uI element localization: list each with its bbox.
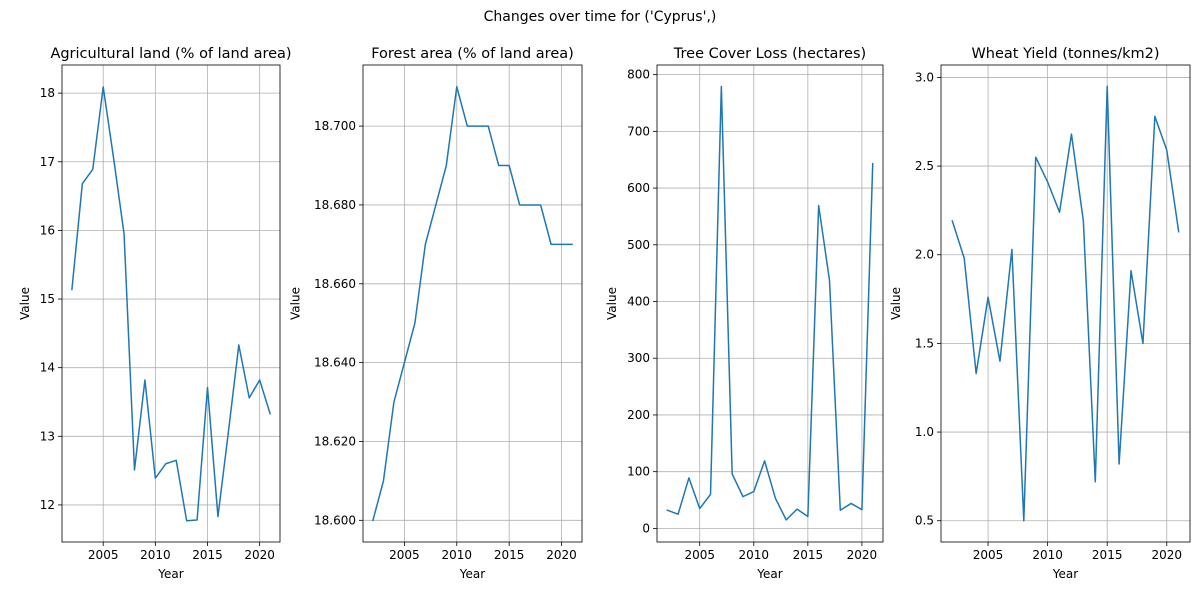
x-axis-label: Year — [1052, 567, 1078, 581]
y-tick-label: 18.640 — [314, 356, 356, 370]
x-tick-label: 2015 — [192, 548, 223, 562]
y-tick-label: 15 — [40, 292, 55, 306]
y-tick-label: 14 — [40, 361, 55, 375]
y-tick-label: 2.5 — [915, 159, 934, 173]
y-tick-label: 700 — [627, 124, 650, 138]
y-tick-label: 1.5 — [915, 336, 934, 350]
y-tick-label: 18.680 — [314, 198, 356, 212]
x-axis-label: Year — [459, 567, 485, 581]
y-tick-label: 12 — [40, 498, 55, 512]
plot-frame — [940, 64, 1191, 543]
y-tick-label: 500 — [627, 238, 650, 252]
y-tick-label: 800 — [627, 68, 650, 82]
x-axis-label: Year — [756, 567, 782, 581]
x-tick-label: 2005 — [389, 548, 420, 562]
series-line — [372, 85, 573, 522]
chart-panel-3: 2005 2010 2015 2020 0 100 200 300 400 500 600 700 80… — [605, 46, 884, 581]
y-tick-label: 200 — [627, 408, 650, 422]
chart-title: Wheat Yield (tonnes/km2) — [971, 46, 1159, 62]
plot-frame — [656, 64, 884, 543]
x-tick-label: 2005 — [684, 548, 715, 562]
chart-title: Forest area (% of land area) — [371, 46, 574, 62]
y-tick-label: 18.620 — [314, 434, 356, 448]
y-axis-label: Value — [605, 287, 619, 320]
chart-panel-1: 2005 2010 2015 2020 12 13 14 15 16 17 18 Agricultur… — [18, 46, 292, 581]
series-line — [71, 86, 272, 522]
y-tick-label: 0.5 — [915, 514, 934, 528]
chart-title: Tree Cover Loss (hectares) — [673, 46, 866, 62]
y-tick-label: 100 — [627, 465, 650, 479]
y-axis-label: Value — [889, 287, 903, 320]
chart-panel-2: 2005 2010 2015 2020 18.600 18.620 18.640 18.660… — [288, 46, 583, 581]
y-tick-label: 1.0 — [915, 425, 934, 439]
x-tick-label: 2020 — [244, 548, 275, 562]
x-tick-label: 2020 — [546, 548, 577, 562]
y-tick-label: 400 — [627, 295, 650, 309]
x-tick-label: 2015 — [494, 548, 525, 562]
x-tick-label: 2020 — [847, 548, 878, 562]
y-tick-label: 600 — [627, 181, 650, 195]
x-tick-label: 2010 — [739, 548, 770, 562]
y-tick-label: 18.660 — [314, 277, 356, 291]
y-tick-label: 18 — [40, 86, 55, 100]
chart-title: Agricultural land (% of land area) — [50, 46, 291, 62]
y-tick-label: 2.0 — [915, 248, 934, 262]
x-tick-label: 2015 — [793, 548, 824, 562]
figure-title: Changes over time for ('Cyprus',) — [483, 9, 717, 25]
y-tick-label: 16 — [40, 223, 55, 237]
series-line — [951, 85, 1180, 522]
x-tick-label: 2010 — [442, 548, 473, 562]
x-tick-label: 2010 — [140, 548, 171, 562]
y-tick-label: 17 — [40, 155, 55, 169]
x-tick-label: 2010 — [1032, 548, 1063, 562]
y-axis-label: Value — [288, 287, 302, 320]
y-tick-label: 13 — [40, 429, 55, 443]
chart-panel-4: 2005 2010 2015 2020 0.5 1.0 1.5 2.0 2.5 3.0 Wheat … — [889, 46, 1191, 581]
y-tick-label: 300 — [627, 351, 650, 365]
x-tick-label: 2005 — [973, 548, 1004, 562]
series-line — [666, 85, 874, 521]
plot-frame — [362, 64, 583, 543]
y-tick-label: 18.700 — [314, 119, 356, 133]
x-axis-label: Year — [157, 567, 183, 581]
y-tick-label: 3.0 — [915, 70, 934, 84]
x-tick-label: 2020 — [1151, 548, 1182, 562]
x-tick-label: 2015 — [1092, 548, 1123, 562]
y-tick-label: 0 — [642, 521, 650, 535]
y-tick-label: 18.600 — [314, 513, 356, 527]
plot-frame — [61, 64, 281, 543]
y-axis-label: Value — [18, 287, 32, 320]
x-tick-label: 2005 — [88, 548, 119, 562]
